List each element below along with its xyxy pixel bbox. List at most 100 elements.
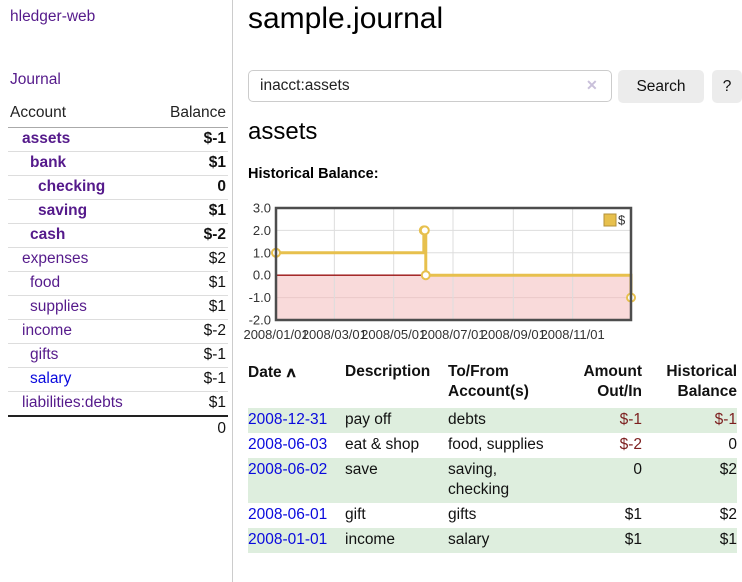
account-row: supplies $1 — [8, 296, 228, 320]
accounts-balance-table: Account Balance assets $-1 bank $1 check… — [8, 102, 228, 441]
help-button[interactable]: ? — [712, 70, 742, 103]
register-header-balance: Historical Balance — [666, 363, 737, 400]
account-row: income $-2 — [8, 320, 228, 344]
svg-text:1.0: 1.0 — [253, 245, 271, 260]
account-balance: $-2 — [203, 226, 226, 243]
transaction-amount: 0 — [633, 461, 642, 478]
account-balance: $1 — [208, 394, 226, 411]
account-balance: $1 — [208, 154, 226, 171]
transaction-date-link[interactable]: 2008-06-01 — [248, 506, 328, 523]
accounts-total-row: 0 — [8, 415, 228, 441]
svg-text:2008/11/01: 2008/11/01 — [541, 327, 605, 342]
svg-text:2008/03/01: 2008/03/01 — [302, 327, 367, 342]
account-balance: $-2 — [203, 322, 226, 339]
svg-text:2008/05/01: 2008/05/01 — [361, 327, 426, 342]
svg-text:2.0: 2.0 — [253, 223, 271, 238]
account-link[interactable]: income — [22, 322, 72, 339]
svg-text:3.0: 3.0 — [253, 201, 271, 216]
transaction-row[interactable]: 2008-06-02 save saving, checking 0 $2 — [248, 458, 737, 503]
transaction-accounts: saving, checking — [448, 461, 510, 498]
search-form: ✕ Search ? — [248, 70, 742, 103]
account-row: checking 0 — [8, 176, 228, 200]
account-balance: $1 — [208, 298, 226, 315]
register-header-amount: Amount Out/In — [583, 363, 642, 400]
transaction-accounts: food, supplies — [448, 436, 544, 453]
account-link[interactable]: salary — [30, 370, 72, 387]
svg-text:$: $ — [618, 213, 626, 228]
transaction-accounts: debts — [448, 411, 486, 428]
transaction-balance: $2 — [719, 461, 737, 478]
transaction-description: pay off — [345, 411, 392, 428]
transaction-row[interactable]: 2008-06-03 eat & shop food, supplies $-2… — [248, 433, 737, 458]
account-row: liabilities:debts $1 — [8, 392, 228, 415]
accounts-header-account: Account — [10, 104, 67, 121]
account-balance: $-1 — [203, 370, 226, 387]
chart-svg: $3.0 2.0 1.0 0.0 -1.0 -2.02008/01/012008/03/0… — [243, 201, 636, 342]
transaction-description: gift — [345, 506, 366, 523]
transaction-accounts: gifts — [448, 506, 477, 523]
svg-text:-2.0: -2.0 — [249, 313, 271, 328]
account-balance: $-1 — [203, 346, 226, 363]
account-row: salary $-1 — [8, 368, 228, 392]
transaction-accounts: salary — [448, 531, 490, 548]
register-header-accounts: To/From Account(s) — [448, 363, 529, 400]
register-table: Date ∧ Description To/From Account(s) Amo… — [248, 360, 737, 553]
account-link[interactable]: bank — [30, 154, 67, 171]
account-balance: $1 — [208, 202, 226, 219]
account-link[interactable]: checking — [38, 178, 106, 195]
transaction-row[interactable]: 2008-01-01 income salary $1 $1 — [248, 528, 737, 553]
app-brand-link[interactable]: hledger-web — [10, 8, 96, 25]
sidebar-item-journal[interactable]: Journal — [10, 71, 61, 88]
transaction-date-link[interactable]: 2008-01-01 — [248, 531, 328, 548]
transaction-description: save — [345, 461, 378, 478]
clear-search-icon[interactable]: ✕ — [586, 77, 598, 93]
svg-text:2008/01/01: 2008/01/01 — [243, 327, 308, 342]
account-row: expenses $2 — [8, 248, 228, 272]
account-balance: $1 — [208, 274, 226, 291]
transaction-row[interactable]: 2008-12-31 pay off debts $-1 $-1 — [248, 408, 737, 433]
register-header-date[interactable]: Date ∧ — [248, 360, 345, 408]
account-link[interactable]: gifts — [30, 346, 59, 363]
accounts-total-value: 0 — [217, 420, 226, 437]
svg-text:2008/07/01: 2008/07/01 — [420, 327, 485, 342]
svg-text:2008/09/01: 2008/09/01 — [481, 327, 546, 342]
account-balance: 0 — [217, 178, 226, 195]
transaction-date-link[interactable]: 2008-06-02 — [248, 461, 328, 478]
account-link[interactable]: supplies — [30, 298, 87, 315]
account-row: assets $-1 — [8, 128, 228, 152]
account-link[interactable]: saving — [38, 202, 88, 219]
transaction-amount: $1 — [624, 506, 642, 523]
account-row: cash $-2 — [8, 224, 228, 248]
account-link[interactable]: assets — [22, 130, 71, 147]
transaction-description: income — [345, 531, 395, 548]
transaction-balance: $1 — [719, 531, 737, 548]
account-row: gifts $-1 — [8, 344, 228, 368]
transaction-amount: $-2 — [619, 436, 642, 453]
transaction-amount: $-1 — [619, 411, 642, 428]
transaction-row[interactable]: 2008-06-01 gift gifts $1 $2 — [248, 503, 737, 528]
accounts-table-header: Account Balance — [8, 102, 228, 128]
search-button[interactable]: Search — [618, 70, 704, 103]
svg-text:-1.0: -1.0 — [249, 290, 271, 305]
page-title: sample.journal — [248, 2, 444, 35]
transaction-balance: $-1 — [714, 411, 737, 428]
transaction-date-link[interactable]: 2008-06-03 — [248, 436, 328, 453]
account-row: bank $1 — [8, 152, 228, 176]
transaction-amount: $1 — [624, 531, 642, 548]
accounts-header-balance: Balance — [169, 104, 226, 121]
transaction-description: eat & shop — [345, 436, 420, 453]
register-header-description: Description — [345, 363, 431, 380]
account-link[interactable]: food — [30, 274, 61, 291]
transaction-date-link[interactable]: 2008-12-31 — [248, 411, 328, 428]
historical-balance-chart: $3.0 2.0 1.0 0.0 -1.0 -2.0 2008/01/01 2008/03/0… — [243, 198, 718, 348]
main-content: sample.journal ✕ Search ? assets Histori… — [243, 0, 742, 582]
sort-ascending-icon: ∧ — [284, 364, 298, 380]
search-input[interactable] — [248, 70, 612, 102]
account-balance: $-1 — [203, 130, 226, 147]
account-row: food $1 — [8, 272, 228, 296]
register-header-date-label: Date — [248, 364, 282, 381]
account-link[interactable]: liabilities:debts — [22, 394, 123, 411]
account-link[interactable]: expenses — [22, 250, 89, 267]
account-link[interactable]: cash — [30, 226, 66, 243]
account-heading: assets — [248, 118, 318, 145]
